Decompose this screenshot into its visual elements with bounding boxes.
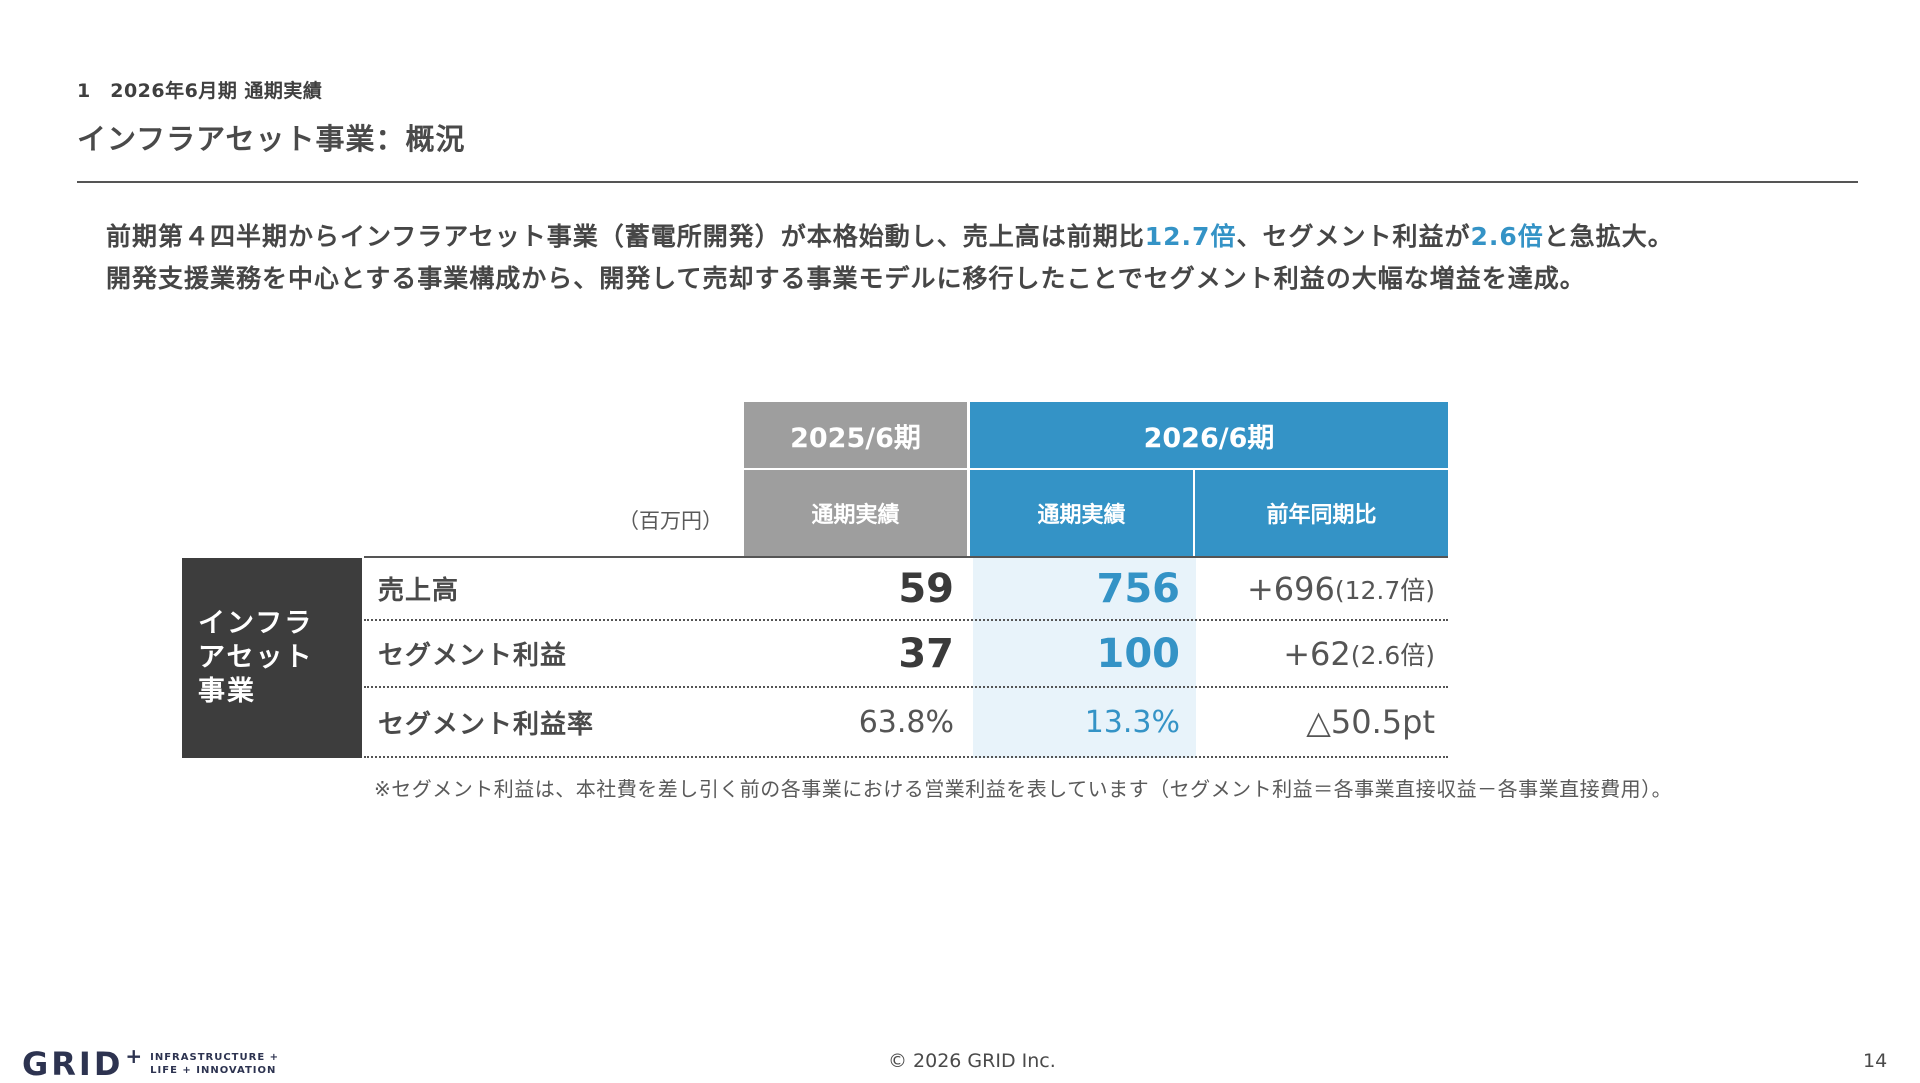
row-label-segment-profit: セグメント利益: [378, 641, 568, 671]
header-cur-period: 2026/6期: [970, 402, 1448, 468]
margin-prev-value: 63.8%: [858, 704, 954, 740]
row-divider: [364, 619, 1448, 621]
summary-text: 前期第４四半期からインフラアセット事業（蓄電所開発）が本格始動し、売上高は前期比…: [106, 216, 1674, 300]
current-period-highlight: [973, 558, 1196, 758]
margin-yoy: △50.5pt: [1306, 703, 1435, 741]
copyright: © 2026 GRID Inc.: [888, 1050, 1056, 1072]
sales-prev-value: 59: [898, 565, 954, 612]
page-title: インフラアセット事業：概況: [77, 122, 466, 156]
highlight-sales-ratio: 12.7倍: [1144, 222, 1237, 251]
page-number: 14: [1863, 1050, 1888, 1072]
header-prev-period: 2025/6期: [744, 402, 967, 468]
segment-label: インフラ アセット 事業: [182, 558, 362, 758]
margin-cur-value: 13.3%: [1084, 704, 1180, 740]
header-cur-actual: 通期実績: [970, 470, 1193, 556]
summary-line-2: 開発支援業務を中心とする事業構成から、開発して売却する事業モデルに移行したことで…: [106, 264, 1586, 293]
header-yoy: 前年同期比: [1195, 470, 1448, 556]
sales-yoy: +696 (12.7倍): [1246, 569, 1435, 608]
profit-cur-value: 100: [1096, 630, 1181, 677]
title-divider: [77, 181, 1858, 183]
unit-label: （百万円）: [618, 509, 723, 533]
company-logo: GRID + INFRASTRUCTURE + LIFE + INNOVATIO…: [22, 1044, 280, 1083]
profit-prev-value: 37: [898, 630, 954, 677]
section-label: 1 2026年6月期 通期実績: [77, 80, 323, 102]
footnote: ※セグメント利益は、本社費を差し引く前の各事業における営業利益を表しています（セ…: [374, 777, 1673, 801]
row-divider: [364, 686, 1448, 688]
sales-cur-value: 756: [1096, 565, 1181, 612]
profit-yoy: +62 (2.6倍): [1283, 634, 1435, 673]
row-label-profit-margin: セグメント利益率: [378, 709, 595, 740]
table-bottom-rule: [364, 756, 1448, 758]
logo-tagline: INFRASTRUCTURE + LIFE + INNOVATION: [150, 1052, 280, 1076]
header-prev-actual: 通期実績: [744, 470, 967, 556]
highlight-profit-ratio: 2.6倍: [1470, 222, 1544, 251]
header-divider: [970, 468, 1448, 470]
table-top-rule: [364, 556, 1448, 558]
logo-wordmark: GRID: [22, 1045, 124, 1083]
row-label-sales: 売上高: [378, 576, 460, 606]
logo-plus-icon: +: [125, 1044, 143, 1068]
summary-line-1: 前期第４四半期からインフラアセット事業（蓄電所開発）が本格始動し、売上高は前期比…: [106, 222, 1674, 251]
